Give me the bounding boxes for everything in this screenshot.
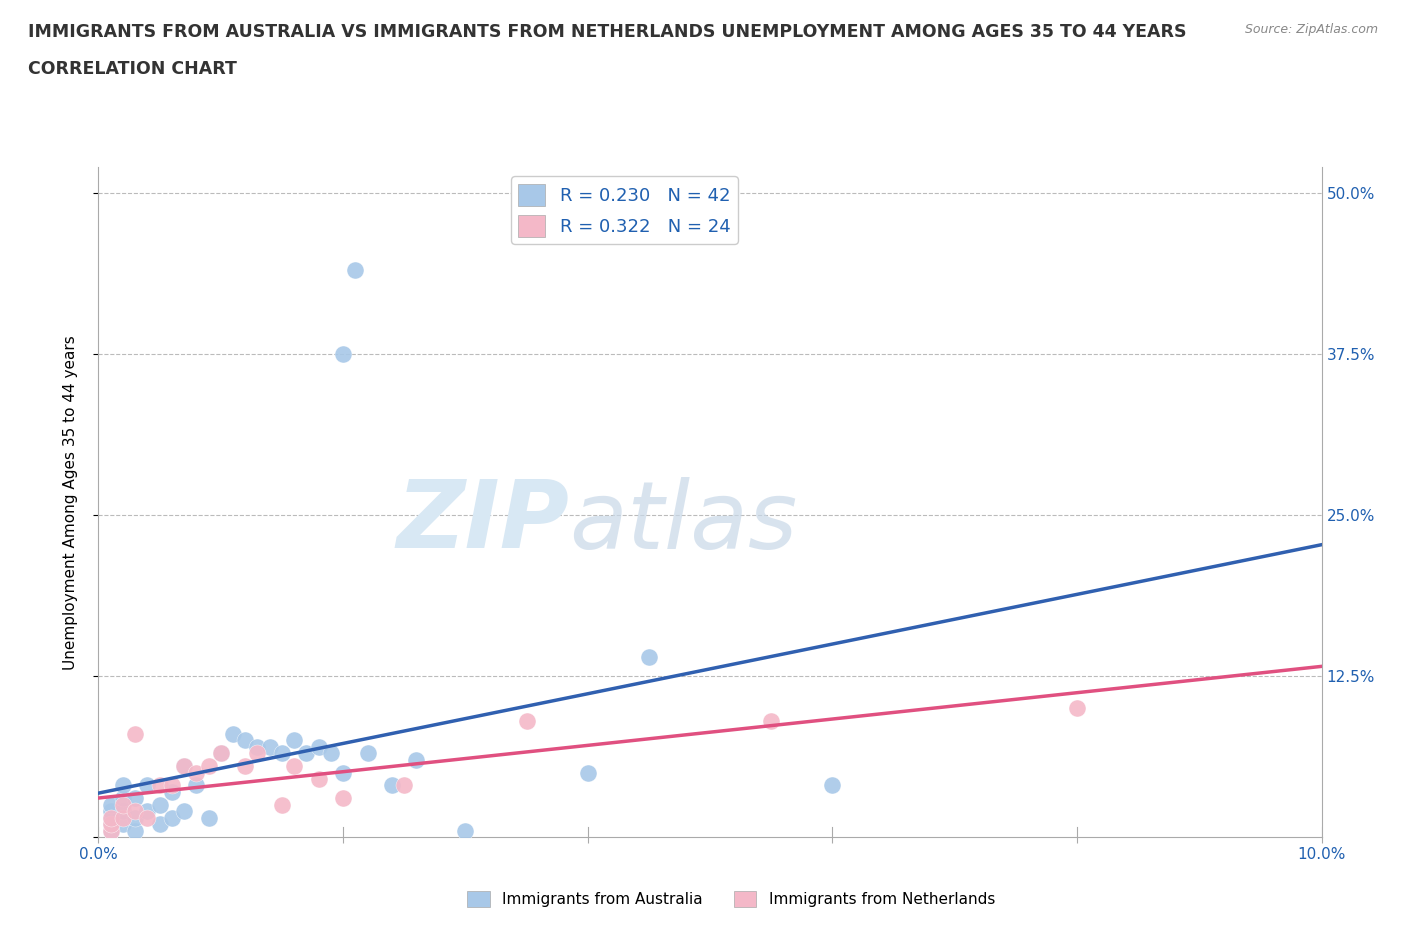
Point — [100, 823, 122, 838]
Point — [186, 765, 208, 780]
Point — [821, 778, 844, 793]
Point — [197, 810, 219, 825]
Point — [100, 797, 122, 812]
Point — [149, 817, 172, 831]
Point — [111, 797, 134, 812]
Point — [454, 823, 477, 838]
Point — [124, 790, 146, 805]
Text: Source: ZipAtlas.com: Source: ZipAtlas.com — [1244, 23, 1378, 36]
Point — [111, 778, 134, 793]
Point — [111, 804, 134, 818]
Point — [124, 804, 146, 818]
Point — [100, 810, 122, 825]
Point — [270, 746, 292, 761]
Point — [100, 804, 122, 818]
Point — [1066, 701, 1088, 716]
Point — [246, 746, 269, 761]
Point — [405, 752, 427, 767]
Point — [136, 804, 159, 818]
Y-axis label: Unemployment Among Ages 35 to 44 years: Unemployment Among Ages 35 to 44 years — [63, 335, 77, 670]
Point — [136, 778, 159, 793]
Point — [173, 759, 195, 774]
Legend: Immigrants from Australia, Immigrants from Netherlands: Immigrants from Australia, Immigrants fr… — [461, 884, 1001, 913]
Point — [246, 739, 269, 754]
Point — [381, 778, 404, 793]
Point — [295, 746, 318, 761]
Point — [283, 733, 305, 748]
Point — [100, 810, 122, 825]
Point — [637, 649, 661, 664]
Point — [283, 759, 305, 774]
Point — [100, 817, 122, 831]
Point — [111, 817, 134, 831]
Point — [576, 765, 599, 780]
Text: atlas: atlas — [569, 477, 797, 568]
Point — [308, 772, 330, 787]
Point — [160, 785, 183, 800]
Point — [270, 797, 292, 812]
Point — [124, 823, 146, 838]
Point — [197, 759, 219, 774]
Point — [308, 739, 330, 754]
Point — [233, 733, 256, 748]
Point — [100, 823, 122, 838]
Point — [356, 746, 378, 761]
Point — [209, 746, 232, 761]
Text: CORRELATION CHART: CORRELATION CHART — [28, 60, 238, 78]
Point — [136, 810, 159, 825]
Point — [173, 804, 195, 818]
Point — [344, 263, 367, 278]
Point — [259, 739, 281, 754]
Point — [100, 817, 122, 831]
Point — [332, 347, 354, 362]
Point — [186, 778, 208, 793]
Point — [111, 810, 134, 825]
Point — [209, 746, 232, 761]
Point — [319, 746, 342, 761]
Legend: R = 0.230   N = 42, R = 0.322   N = 24: R = 0.230 N = 42, R = 0.322 N = 24 — [510, 177, 738, 244]
Text: ZIP: ZIP — [396, 476, 569, 568]
Point — [124, 810, 146, 825]
Point — [160, 778, 183, 793]
Point — [149, 778, 172, 793]
Point — [222, 726, 245, 741]
Point — [332, 790, 354, 805]
Point — [160, 810, 183, 825]
Point — [111, 790, 134, 805]
Point — [759, 713, 782, 728]
Point — [149, 797, 172, 812]
Point — [124, 726, 146, 741]
Point — [173, 759, 195, 774]
Point — [392, 778, 416, 793]
Point — [332, 765, 354, 780]
Point — [516, 713, 538, 728]
Point — [233, 759, 256, 774]
Text: IMMIGRANTS FROM AUSTRALIA VS IMMIGRANTS FROM NETHERLANDS UNEMPLOYMENT AMONG AGES: IMMIGRANTS FROM AUSTRALIA VS IMMIGRANTS … — [28, 23, 1187, 41]
